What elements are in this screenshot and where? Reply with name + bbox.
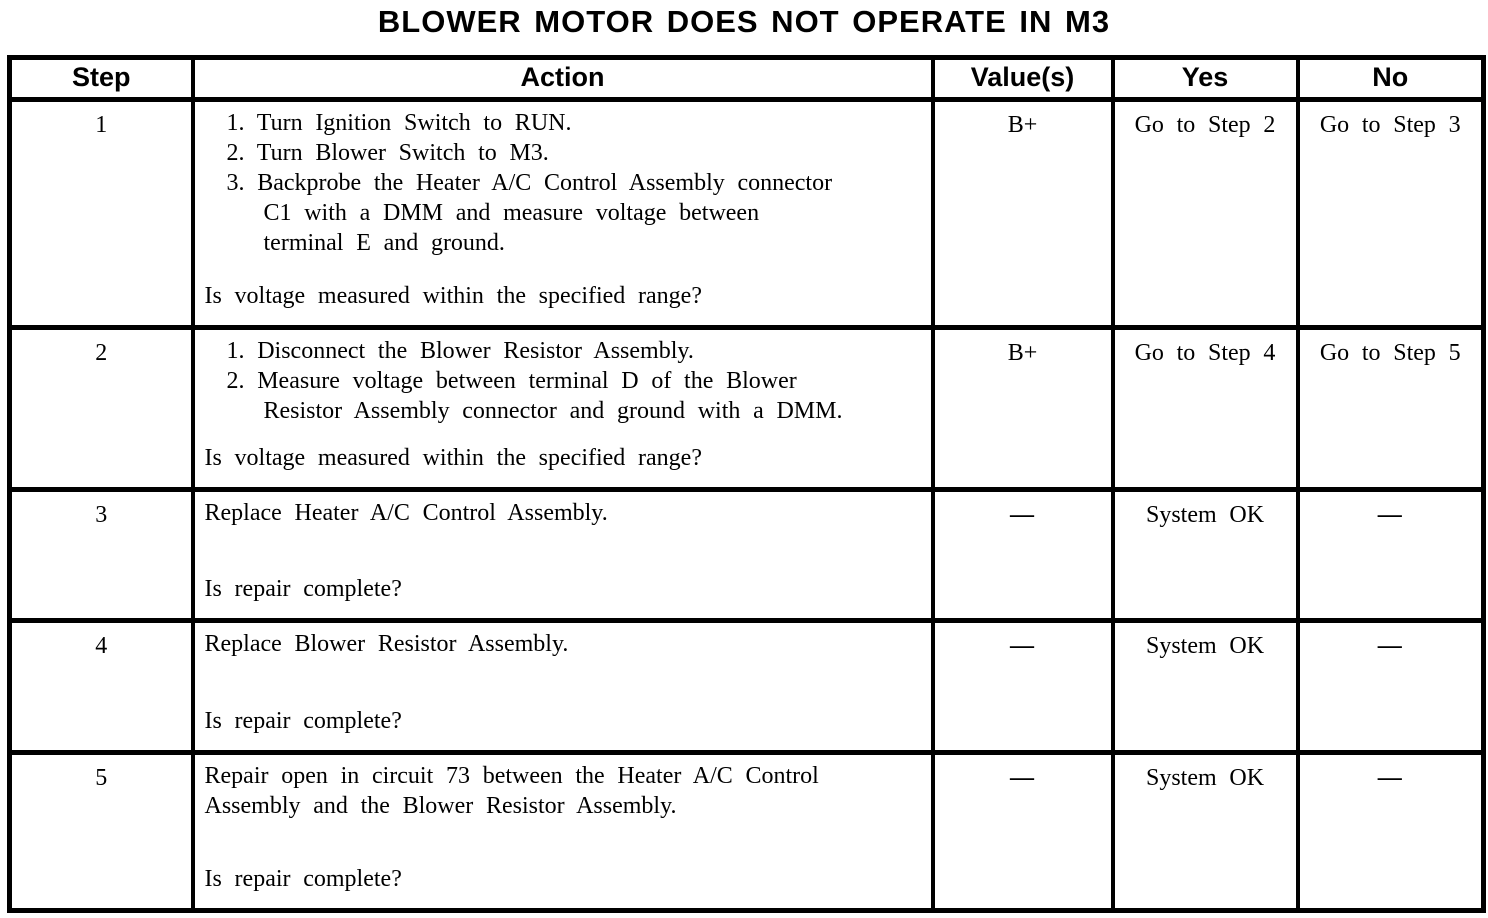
step-number-cell: 5 bbox=[7, 750, 195, 913]
page-title: BLOWER MOTOR DOES NOT OPERATE IN M3 bbox=[377, 4, 1111, 39]
col-header-step: Step bbox=[7, 55, 195, 102]
action-cell: Replace Blower Resistor Assembly. Is rep… bbox=[190, 618, 935, 755]
table-row-step-3: 3 Replace Heater A/C Control Assembly. I… bbox=[7, 487, 1486, 623]
action-step-item: 1. Turn Ignition Switch to RUN. bbox=[226, 110, 572, 136]
action-step-item: 2. Measure voltage between terminal D of… bbox=[226, 368, 843, 424]
action-question: Is repair complete? bbox=[204, 866, 402, 892]
action-step-item: 3. Backprobe the Heater A/C Control Asse… bbox=[226, 170, 833, 256]
col-header-no: No bbox=[1295, 55, 1486, 102]
step-number-cell: 1 bbox=[7, 97, 195, 330]
yes-cell: System OK bbox=[1110, 618, 1300, 755]
table-row-step-5: 5 Repair open in circuit 73 between the … bbox=[7, 750, 1486, 913]
value-cell: — bbox=[930, 750, 1115, 913]
action-question: Is repair complete? bbox=[204, 708, 402, 734]
action-step-item: 2. Turn Blower Switch to M3. bbox=[226, 140, 549, 166]
value-cell: B+ bbox=[930, 97, 1115, 330]
yes-cell: Go to Step 4 bbox=[1110, 325, 1300, 492]
step-number-cell: 2 bbox=[7, 325, 195, 492]
yes-cell: System OK bbox=[1110, 487, 1300, 623]
col-header-values: Value(s) bbox=[930, 55, 1115, 102]
header-row: Step Action Value(s) Yes No bbox=[7, 55, 1486, 102]
value-cell: B+ bbox=[930, 325, 1115, 492]
action-text: Repair open in circuit 73 between the He… bbox=[204, 763, 819, 819]
value-cell: — bbox=[930, 618, 1115, 755]
action-step-list: 1. Disconnect the Blower Resistor Assemb… bbox=[205, 336, 919, 426]
action-question: Is repair complete? bbox=[204, 576, 402, 602]
diagnostic-table: Step Action Value(s) Yes No 1 1. Turn Ig… bbox=[7, 55, 1486, 913]
action-cell: Replace Heater A/C Control Assembly. Is … bbox=[190, 487, 935, 623]
value-cell: — bbox=[930, 487, 1115, 623]
action-question: Is voltage measured within the specified… bbox=[204, 445, 702, 471]
no-cell: — bbox=[1295, 750, 1486, 913]
yes-cell: System OK bbox=[1110, 750, 1300, 913]
col-header-yes: Yes bbox=[1110, 55, 1300, 102]
col-header-action: Action bbox=[190, 55, 935, 102]
no-cell: — bbox=[1295, 618, 1486, 755]
action-step-list: 1. Turn Ignition Switch to RUN. 2. Turn … bbox=[205, 108, 919, 258]
action-text: Replace Heater A/C Control Assembly. bbox=[204, 500, 608, 526]
no-cell: Go to Step 5 bbox=[1295, 325, 1486, 492]
action-cell: 1. Disconnect the Blower Resistor Assemb… bbox=[190, 325, 935, 492]
yes-cell: Go to Step 2 bbox=[1110, 97, 1300, 330]
action-step-item: 1. Disconnect the Blower Resistor Assemb… bbox=[226, 338, 694, 364]
action-cell: 1. Turn Ignition Switch to RUN. 2. Turn … bbox=[190, 97, 935, 330]
step-number-cell: 4 bbox=[7, 618, 195, 755]
table-row-step-1: 1 1. Turn Ignition Switch to RUN. 2. Tur… bbox=[7, 97, 1486, 330]
table-row-step-4: 4 Replace Blower Resistor Assembly. Is r… bbox=[7, 618, 1486, 755]
action-question: Is voltage measured within the specified… bbox=[204, 283, 702, 309]
no-cell: Go to Step 3 bbox=[1295, 97, 1486, 330]
action-cell: Repair open in circuit 73 between the He… bbox=[190, 750, 935, 913]
table-row-step-2: 2 1. Disconnect the Blower Resistor Asse… bbox=[7, 325, 1486, 492]
no-cell: — bbox=[1295, 487, 1486, 623]
action-text: Replace Blower Resistor Assembly. bbox=[204, 631, 569, 657]
step-number-cell: 3 bbox=[7, 487, 195, 623]
